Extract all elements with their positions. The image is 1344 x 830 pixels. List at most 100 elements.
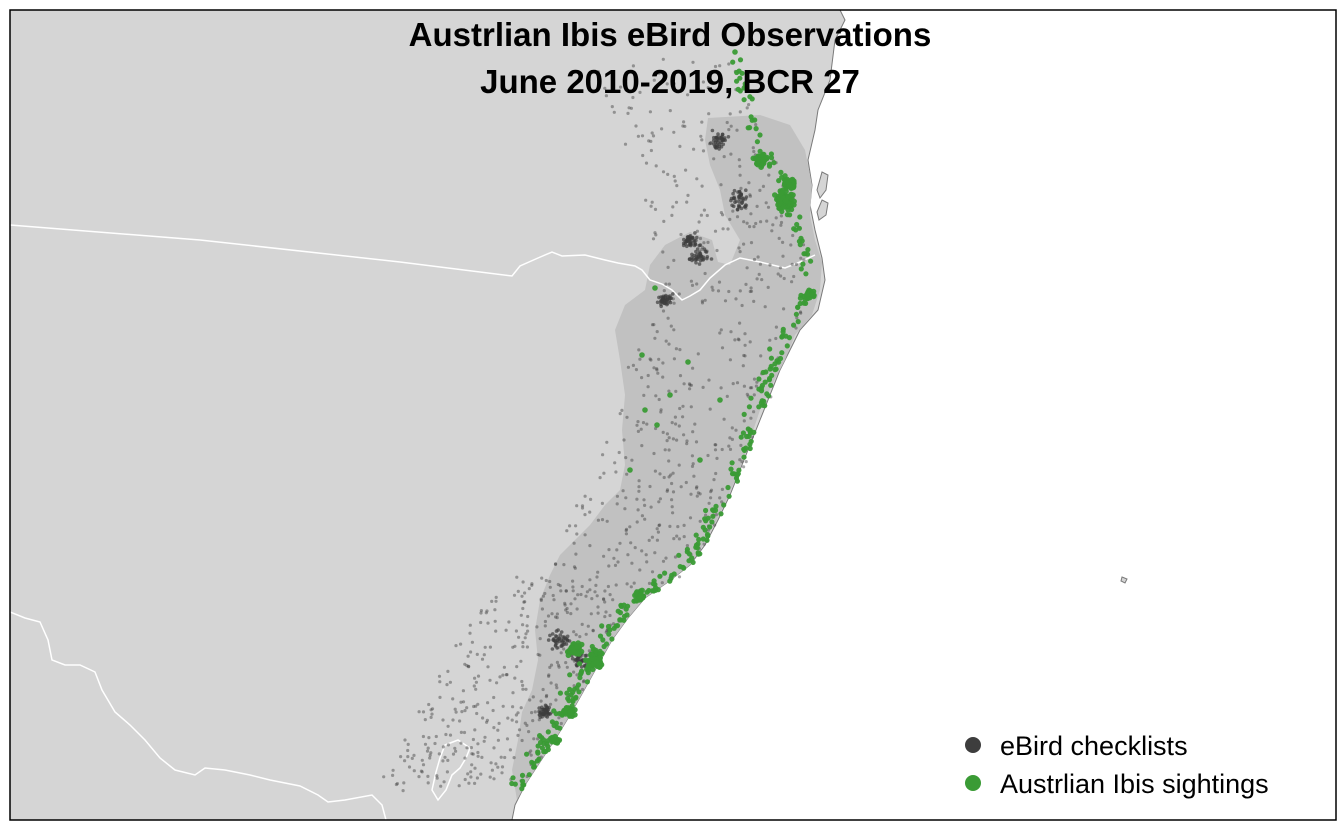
checklist-point (544, 578, 548, 583)
sighting-point (676, 552, 682, 558)
sighting-point (744, 433, 750, 440)
checklist-point (770, 229, 774, 233)
checklist-point (564, 589, 568, 593)
checklist-point (475, 776, 479, 780)
checklist-point (614, 470, 618, 474)
checklist-point (619, 85, 623, 89)
checklist-point (661, 361, 665, 365)
checklist-point (664, 556, 668, 560)
checklist-point (624, 528, 628, 533)
checklist-point (717, 147, 721, 151)
checklist-point (612, 110, 616, 114)
checklist-point (752, 299, 756, 303)
sighting-point (652, 285, 658, 291)
checklist-point (608, 593, 612, 597)
checklist-point (669, 473, 673, 477)
checklist-point (668, 109, 672, 113)
checklist-point (521, 623, 525, 627)
checklist-point (709, 496, 713, 500)
checklist-point (642, 393, 646, 397)
checklist-point (602, 597, 606, 601)
checklist-point (548, 665, 552, 670)
sighting-point (557, 690, 564, 696)
checklist-point (428, 756, 432, 760)
checklist-point (467, 781, 471, 785)
sighting-point (526, 772, 532, 778)
checklist-point (500, 771, 504, 775)
checklist-point (563, 601, 567, 606)
checklist-point (643, 517, 647, 521)
checklist-point (705, 213, 709, 218)
checklist-point (667, 436, 671, 440)
checklist-point (665, 82, 669, 86)
checklist-point (476, 750, 480, 755)
checklist-point (486, 665, 490, 669)
checklist-point (765, 219, 769, 223)
checklist-point (437, 674, 442, 678)
checklist-point (579, 592, 583, 597)
checklist-point (448, 733, 453, 737)
checklist-point (717, 280, 722, 284)
sighting-point (621, 602, 627, 608)
checklist-point (795, 316, 799, 320)
panel-border (9, 9, 1337, 821)
checklist-point (556, 628, 560, 632)
sighting-point (768, 355, 775, 361)
sighting-point (783, 333, 789, 339)
sighting-point (519, 786, 525, 792)
checklist-point (613, 563, 618, 568)
sighting-points (509, 49, 817, 792)
checklist-point (496, 728, 500, 732)
checklist-point (635, 497, 639, 501)
checklist-point (660, 127, 664, 131)
sighting-point (757, 148, 763, 154)
sighting-point (736, 467, 742, 473)
sighting-point (607, 627, 613, 633)
sighting-point (697, 457, 703, 463)
checklist-point (516, 733, 520, 738)
sighting-point (696, 536, 702, 543)
checklist-point (583, 513, 587, 517)
checklist-point (485, 720, 489, 724)
checklist-point (722, 136, 727, 140)
checklist-point (700, 138, 704, 142)
sighting-point (791, 202, 797, 208)
checklist-point (661, 250, 665, 254)
checklist-point (544, 695, 549, 699)
sighting-point (732, 49, 738, 55)
checklist-point (443, 755, 447, 759)
checklist-point (709, 488, 714, 492)
checklist-point (720, 346, 725, 350)
sighting-point (556, 737, 563, 743)
checklist-point (382, 775, 386, 779)
checklist-point (727, 128, 731, 132)
sighting-point (725, 484, 731, 491)
checklist-point (519, 613, 523, 617)
sighting-point (787, 212, 793, 218)
sighting-point (793, 227, 799, 233)
checklist-point (476, 674, 481, 678)
sighting-point (535, 750, 541, 756)
checklist-point (674, 347, 679, 351)
checklist-point (462, 730, 467, 735)
checklist-point (430, 707, 435, 711)
checklist-point (694, 260, 698, 265)
checklist-point (727, 444, 731, 448)
checklist-point (583, 494, 587, 498)
checklist-point (749, 286, 753, 290)
checklist-point (466, 654, 470, 658)
checklist-point (677, 463, 681, 467)
checklist-point (752, 393, 756, 397)
checklist-point (643, 503, 647, 507)
checklist-point (519, 706, 523, 710)
checklist-point (425, 749, 430, 753)
checklist-point (604, 610, 608, 614)
checklist-point (651, 134, 656, 138)
checklist-point (744, 282, 748, 286)
checklist-point (691, 430, 695, 434)
checklist-point (730, 437, 735, 441)
checklist-point (673, 555, 678, 559)
checklist-point (735, 208, 740, 212)
checklist-point (406, 755, 410, 759)
checklist-point (394, 782, 398, 787)
